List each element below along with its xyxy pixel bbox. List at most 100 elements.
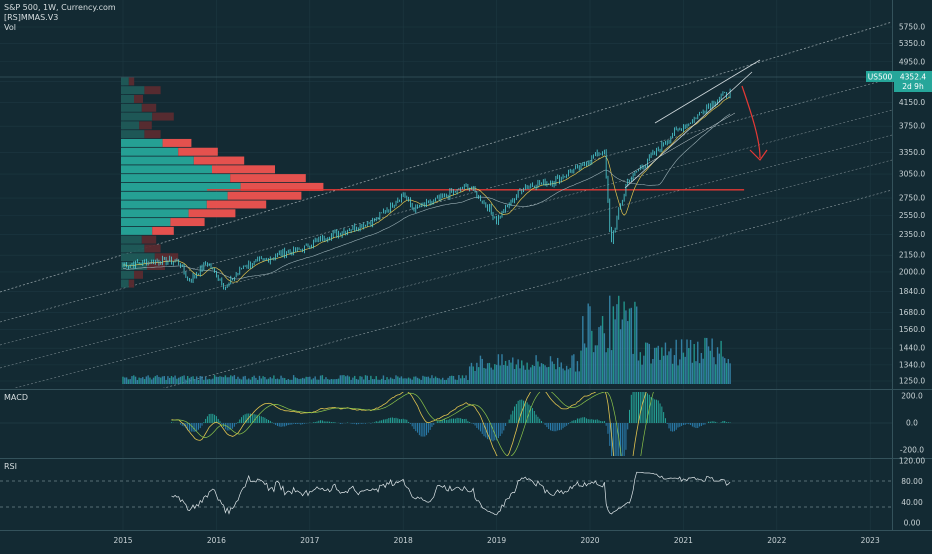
- volume-bar: [609, 295, 611, 384]
- volume-bar: [576, 361, 579, 384]
- price-axis[interactable]: 5750.05350.04950.04550.04150.03750.03350…: [899, 23, 925, 386]
- price-tick-label[interactable]: 5750.0: [899, 23, 925, 32]
- wedge-inner-line[interactable]: [627, 112, 736, 176]
- macd-pane[interactable]: [0, 348, 892, 518]
- price-tick-label[interactable]: 1680.0: [899, 308, 925, 317]
- time-tick-label[interactable]: 2016: [207, 536, 226, 545]
- volume-bar: [289, 379, 291, 384]
- volume-bar: [707, 346, 710, 384]
- price-tick-label[interactable]: 4950.0: [899, 57, 925, 66]
- volume-bar: [280, 375, 282, 384]
- rsi-pane[interactable]: [0, 471, 892, 516]
- time-tick-label[interactable]: 2023: [861, 536, 880, 545]
- price-tick-label[interactable]: 1250.0: [899, 377, 925, 386]
- time-tick-label[interactable]: 2015: [113, 536, 132, 545]
- volume-bar: [371, 379, 374, 384]
- macd-title[interactable]: MACD: [4, 393, 28, 402]
- volume-bar: [697, 341, 699, 384]
- volume-bar: [298, 378, 300, 384]
- volume-bar: [501, 354, 503, 384]
- rsi-tick-label[interactable]: 120.00: [899, 457, 925, 466]
- time-tick-label[interactable]: 2017: [300, 536, 319, 545]
- volume-bar: [309, 376, 311, 384]
- volume-bar: [716, 347, 719, 384]
- price-candles: [122, 88, 731, 291]
- volume-bar: [197, 379, 200, 384]
- volume-profile-buy: [121, 235, 142, 244]
- price-tick-label[interactable]: 1440.0: [899, 344, 925, 353]
- price-tick-label[interactable]: 2000.0: [899, 267, 925, 276]
- volume-bar: [700, 352, 703, 384]
- time-axis[interactable]: 2015 2016 2017 2018 2019 2020 2021 2022 2023: [113, 536, 880, 545]
- volume-profile-sell: [144, 244, 161, 253]
- price-tick-label[interactable]: 1560.0: [899, 325, 925, 334]
- price-tick-label[interactable]: 1840.0: [899, 287, 925, 296]
- price-tick-label[interactable]: 2350.0: [899, 230, 925, 239]
- volume-bar: [634, 301, 636, 384]
- price-pane[interactable]: [0, 21, 892, 400]
- time-tick-label[interactable]: 2019: [487, 536, 506, 545]
- volume-bar: [382, 375, 385, 384]
- price-tick-label[interactable]: 5350.0: [899, 39, 925, 48]
- price-tick-label[interactable]: 1340.0: [899, 360, 925, 369]
- volume-profile-sell: [144, 130, 161, 139]
- wedge-upper-line[interactable]: [654, 59, 761, 124]
- volume-bar: [122, 376, 124, 384]
- volume-bar: [596, 345, 598, 384]
- price-tick-label[interactable]: 3050.0: [899, 170, 925, 179]
- rising-wedge[interactable]: [624, 59, 761, 189]
- macd-tick-label[interactable]: 200.0: [901, 392, 923, 401]
- volume-profile-buy: [121, 103, 142, 112]
- chart-legend[interactable]: S&P 500, 1W, Currency.com [RS]MMAS.V3 Vo…: [4, 3, 116, 33]
- time-tick-label[interactable]: 2022: [767, 536, 786, 545]
- indicator-title[interactable]: [RS]MMAS.V3: [4, 13, 59, 22]
- volume-bar: [215, 376, 218, 384]
- time-tick-label[interactable]: 2018: [394, 536, 413, 545]
- volume-title[interactable]: Vol: [4, 23, 16, 32]
- macd-axis[interactable]: 200.0 0.0 -200.0: [900, 392, 924, 455]
- volume-bar: [330, 378, 333, 384]
- volume-bar: [407, 377, 410, 384]
- macd-signal-line: [171, 392, 654, 456]
- volume-bar: [497, 354, 500, 384]
- wedge-lower-line[interactable]: [624, 71, 753, 189]
- volume-bar: [652, 358, 654, 384]
- volume-profile-sell: [134, 94, 143, 103]
- volume-bar: [519, 368, 521, 384]
- price-tick-label[interactable]: 3750.0: [899, 122, 925, 131]
- volume-bar: [179, 376, 182, 384]
- forecast-arrow[interactable]: [741, 85, 761, 159]
- price-tick-label[interactable]: 4150.0: [899, 98, 925, 107]
- price-tick-label[interactable]: 2750.0: [899, 194, 925, 203]
- time-tick-label[interactable]: 2021: [674, 536, 693, 545]
- volume-bar: [569, 367, 571, 384]
- rsi-axis[interactable]: 120.00 80.00 40.00 0.00: [899, 457, 925, 528]
- volume-bar: [292, 375, 295, 384]
- macd-tick-label[interactable]: -200.0: [900, 446, 924, 455]
- volume-bar: [677, 365, 679, 384]
- rsi-tick-label[interactable]: 80.00: [901, 477, 923, 486]
- volume-bar: [362, 379, 365, 384]
- symbol-title[interactable]: S&P 500, 1W, Currency.com: [4, 3, 116, 12]
- volume-bar: [587, 303, 589, 384]
- volume-bar: [364, 375, 367, 384]
- volume-bar: [582, 316, 584, 384]
- time-tick-label[interactable]: 2020: [580, 536, 599, 545]
- volume-bar: [454, 379, 456, 384]
- volume-profile-buy: [121, 200, 207, 209]
- rsi-tick-label[interactable]: 40.00: [901, 498, 923, 507]
- volume-bar: [233, 375, 236, 384]
- price-tick-label[interactable]: 3350.0: [899, 148, 925, 157]
- volume-bar: [388, 379, 390, 384]
- rsi-tick-label[interactable]: 0.00: [904, 519, 921, 528]
- volume-bar: [402, 378, 404, 384]
- price-tick-label[interactable]: 2150.0: [899, 251, 925, 260]
- volume-bar: [323, 379, 325, 384]
- volume-bar: [377, 379, 379, 384]
- macd-tick-label[interactable]: 0.0: [906, 419, 918, 428]
- volume-bar: [619, 329, 622, 384]
- rsi-title[interactable]: RSI: [4, 462, 17, 471]
- price-tick-label[interactable]: 2550.0: [899, 211, 925, 220]
